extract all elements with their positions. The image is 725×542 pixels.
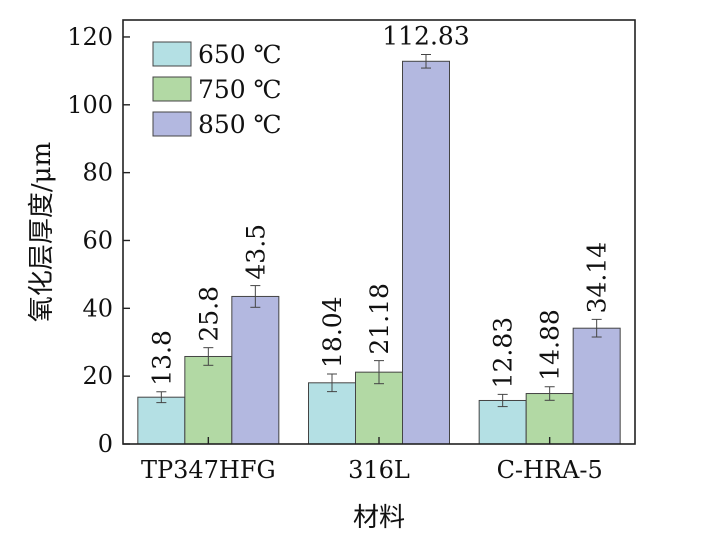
x-tick-label: 316L (348, 456, 410, 484)
bar (231, 295, 280, 445)
data-label: 34.14 (583, 242, 612, 314)
legend-label: 750 ℃ (198, 75, 282, 104)
bar (402, 60, 450, 445)
bar (184, 355, 233, 445)
data-label: 21.18 (365, 283, 394, 355)
legend-swatch (152, 41, 192, 67)
bar (137, 396, 186, 445)
y-axis-title: 氧化层厚度/μm (27, 142, 57, 322)
x-tick-label: TP347HFG (141, 456, 276, 484)
x-axis-title: 材料 (353, 503, 405, 533)
y-tick-label: 40 (82, 294, 113, 322)
data-label: 43.5 (241, 224, 270, 280)
bar (525, 393, 574, 445)
data-label: 25.8 (194, 286, 223, 342)
y-tick-label: 0 (98, 430, 113, 458)
data-label: 12.83 (489, 317, 518, 389)
y-tick-label: 60 (82, 226, 113, 254)
y-tick-label: 100 (67, 91, 113, 119)
y-tick-label: 120 (67, 23, 113, 51)
bar (572, 327, 621, 445)
data-label: 18.04 (318, 296, 347, 368)
legend-swatch (152, 76, 192, 102)
y-tick-label: 20 (82, 362, 113, 390)
x-tick-label: C-HRA-5 (497, 456, 603, 484)
legend: 650 ℃ 750 ℃ 850 ℃ (152, 40, 282, 139)
legend-label: 650 ℃ (198, 40, 282, 69)
data-label: 13.8 (147, 330, 176, 386)
legend-swatch (152, 111, 192, 137)
legend-label: 850 ℃ (198, 110, 282, 139)
data-label: 14.88 (536, 309, 565, 381)
data-label: 112.83 (382, 21, 469, 50)
y-tick-label: 80 (82, 159, 113, 187)
